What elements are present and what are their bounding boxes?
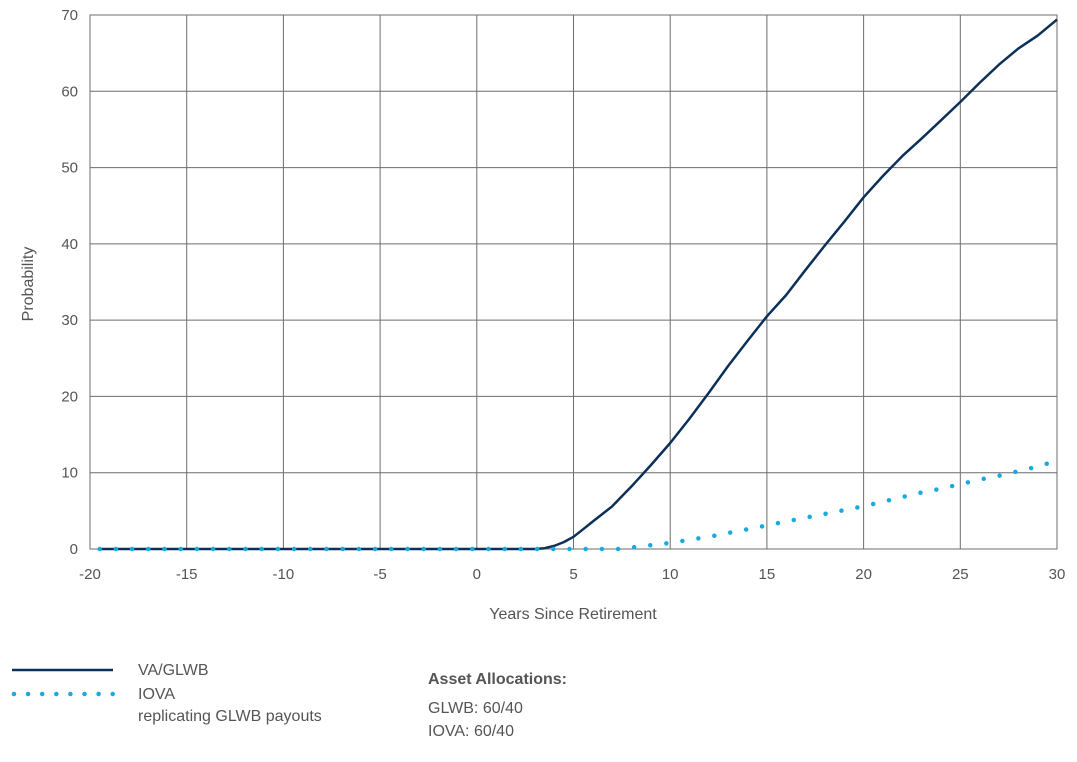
legend-label-iova: IOVA bbox=[138, 686, 176, 703]
x-axis-label: Years Since Retirement bbox=[489, 606, 657, 623]
legend: VA/GLWB IOVA replicating GLWB payouts As… bbox=[0, 660, 1077, 760]
y-tick-label: 50 bbox=[61, 160, 78, 177]
x-tick-label: 25 bbox=[952, 566, 969, 583]
legend-label-va-glwb: VA/GLWB bbox=[138, 662, 209, 679]
y-tick-label: 30 bbox=[61, 312, 78, 329]
x-tick-label: 20 bbox=[855, 566, 872, 583]
x-tick-label: -5 bbox=[373, 566, 386, 583]
y-tick-label: 70 bbox=[61, 7, 78, 24]
x-axis-ticks: -20 -15 -10 -5 0 5 10 15 20 25 30 bbox=[79, 566, 1065, 583]
x-tick-label: 10 bbox=[662, 566, 679, 583]
legend-sublabel-iova: replicating GLWB payouts bbox=[138, 708, 322, 725]
y-tick-label: 60 bbox=[61, 83, 78, 100]
series-line-iova bbox=[97, 458, 1060, 552]
allocation-iova: IOVA: 60/40 bbox=[428, 723, 514, 740]
y-axis-ticks: 0 10 20 30 40 50 60 70 bbox=[61, 7, 78, 558]
x-tick-label: -20 bbox=[79, 566, 101, 583]
legend-swatch-dotted bbox=[11, 691, 116, 697]
legend-swatch-solid bbox=[12, 668, 113, 672]
y-tick-label: 0 bbox=[70, 541, 78, 558]
x-tick-label: 30 bbox=[1049, 566, 1066, 583]
asset-allocations: Asset Allocations: GLWB: 60/40 IOVA: 60/… bbox=[428, 668, 567, 743]
x-tick-label: 15 bbox=[759, 566, 776, 583]
y-tick-label: 20 bbox=[61, 388, 78, 405]
y-axis-label: Probability bbox=[20, 247, 37, 322]
y-tick-label: 10 bbox=[61, 465, 78, 482]
grid-lines bbox=[89, 14, 1058, 550]
y-tick-label: 40 bbox=[61, 236, 78, 253]
allocation-glwb: GLWB: 60/40 bbox=[428, 700, 523, 717]
x-tick-label: 0 bbox=[473, 566, 481, 583]
asset-allocations-title: Asset Allocations: bbox=[428, 671, 567, 688]
x-tick-label: -15 bbox=[176, 566, 198, 583]
series-layer bbox=[97, 18, 1060, 552]
x-tick-label: 5 bbox=[569, 566, 577, 583]
series-line-va-glwb bbox=[99, 18, 1058, 551]
x-tick-label: -10 bbox=[273, 566, 295, 583]
